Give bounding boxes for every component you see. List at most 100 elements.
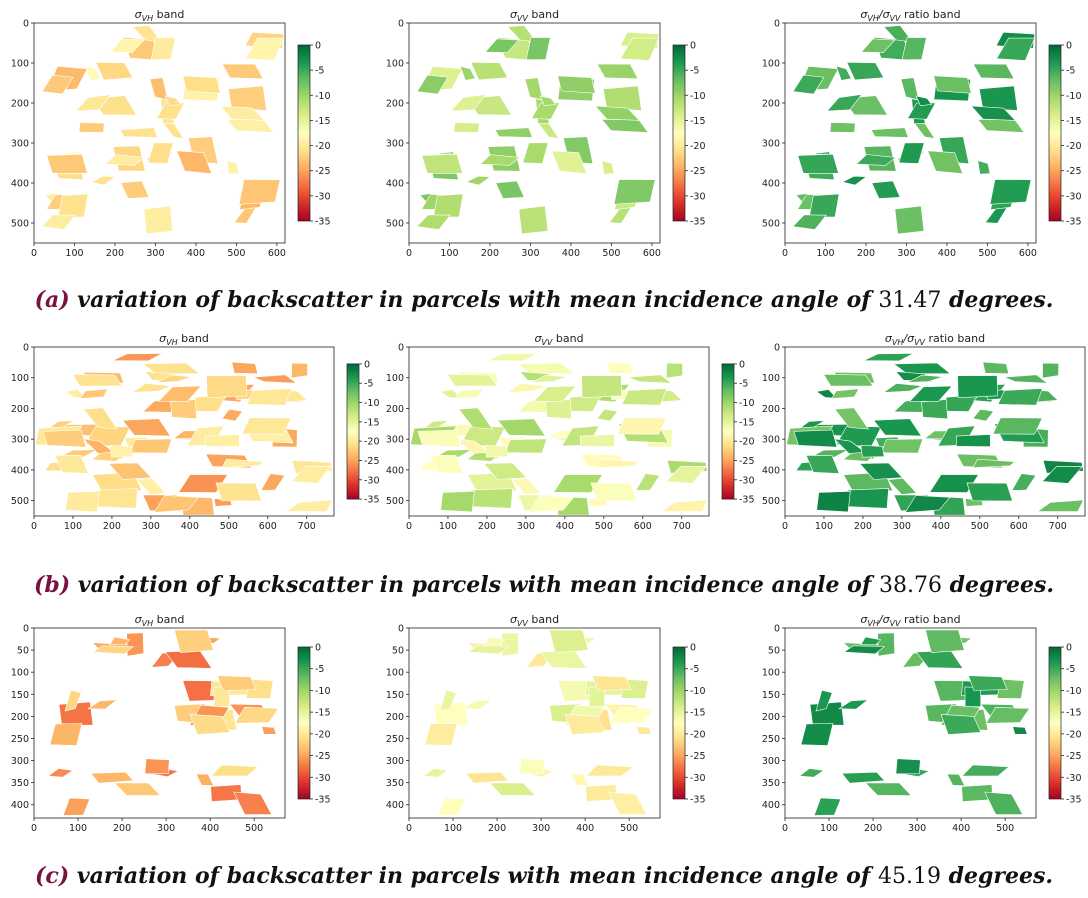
- parcel: [84, 65, 101, 81]
- parcel: [616, 417, 667, 435]
- parcel: [972, 408, 995, 422]
- parcel: [424, 723, 458, 746]
- axes-frame: [784, 627, 1037, 819]
- title-sigma: σ: [860, 613, 868, 626]
- parcel: [470, 61, 509, 81]
- title-sigma: σ: [135, 613, 143, 626]
- caption-text-end: degrees.: [941, 572, 1054, 598]
- y-tick-label: 0: [23, 343, 29, 354]
- panel-0-0: σVH band 0 100 200 300 400 500 600 0 100 200 300 400…: [11, 8, 331, 259]
- x-tick-label: 400: [952, 823, 970, 834]
- parcel: [136, 477, 167, 495]
- y-tick-label: 300: [762, 139, 780, 150]
- x-tick-label: 500: [978, 248, 996, 259]
- panel-title: σVV band: [510, 8, 559, 23]
- colorbar-tick-label: -10: [315, 686, 331, 697]
- x-tick-label: 400: [562, 248, 580, 259]
- title-sigma: σ: [860, 8, 868, 21]
- colorbar-tick-label: -35: [364, 495, 380, 506]
- parcel: [291, 362, 308, 379]
- parcel: [417, 429, 462, 448]
- parcel: [285, 499, 334, 512]
- parcel: [564, 714, 606, 735]
- parcel: [995, 37, 1036, 61]
- parcel: [901, 37, 927, 60]
- parcel: [894, 205, 925, 235]
- colorbar-tick-label: -15: [315, 708, 331, 719]
- title-subscript: VH: [142, 619, 154, 628]
- parcel: [261, 726, 277, 735]
- parcel: [260, 473, 286, 491]
- y-tick-label: 100: [11, 373, 29, 384]
- colorbar-tick-label: -10: [690, 686, 706, 697]
- parcel: [970, 105, 1017, 121]
- parcel: [483, 462, 528, 480]
- parcel: [1036, 499, 1085, 512]
- parcel: [882, 383, 923, 393]
- parcel: [204, 434, 240, 448]
- panel-2-2: σVH/σVV ratio band 0 100 200 300 400 500 0 50 100…: [762, 613, 1082, 834]
- parcel: [915, 95, 933, 107]
- y-tick-label: 100: [762, 668, 780, 679]
- y-tick-label: 350: [762, 778, 780, 789]
- parcel: [90, 175, 117, 186]
- parcel: [1041, 465, 1084, 484]
- caption-angle: 31.47: [878, 288, 942, 313]
- y-tick-label: 400: [11, 465, 29, 476]
- parcel: [522, 142, 549, 164]
- axes-frame: [408, 22, 661, 244]
- parcel: [54, 454, 89, 474]
- parcel: [815, 689, 833, 712]
- parcel: [843, 645, 886, 655]
- parcel: [880, 438, 924, 454]
- parcel: [446, 373, 498, 387]
- colorbar: [672, 44, 686, 222]
- y-tick-label: 300: [386, 139, 404, 150]
- x-tick-label: 100: [816, 248, 834, 259]
- y-tick-label: 400: [762, 800, 780, 811]
- parcel: [241, 417, 292, 435]
- colorbar-tick-label: -15: [1066, 116, 1082, 127]
- axes-frame: [784, 346, 1086, 517]
- parcel: [470, 488, 513, 509]
- colorbar-tick-label: 0: [364, 359, 370, 370]
- panel-title: σVH band: [159, 332, 209, 347]
- parcel: [95, 61, 134, 81]
- parcel: [164, 95, 182, 107]
- parcel: [467, 645, 510, 655]
- parcel: [164, 650, 213, 669]
- title-rest: ratio band: [925, 332, 985, 345]
- y-tick-label: 200: [762, 99, 780, 110]
- y-tick-label: 100: [386, 59, 404, 70]
- x-tick-label: 100: [440, 248, 458, 259]
- parcel: [238, 179, 281, 205]
- title-subscript: VV: [517, 14, 528, 23]
- parcel: [841, 175, 868, 186]
- y-tick-label: 250: [762, 734, 780, 745]
- parcel: [666, 362, 683, 379]
- parcel: [997, 388, 1043, 406]
- parcel: [488, 782, 537, 796]
- parcel: [985, 706, 1031, 724]
- parcel: [873, 418, 922, 437]
- colorbar-tick-label: -25: [739, 456, 755, 467]
- parcel: [131, 383, 172, 393]
- colorbar-tick-label: -25: [690, 751, 706, 762]
- colorbar-tick-label: -5: [739, 379, 748, 390]
- parcel: [539, 95, 557, 107]
- parcel: [504, 438, 548, 454]
- colorbar-tick-label: -30: [739, 475, 755, 486]
- parcel: [834, 407, 870, 430]
- colorbar-tick-label: 0: [690, 643, 696, 654]
- parcel: [613, 179, 656, 205]
- y-tick-label: 300: [11, 139, 29, 150]
- y-tick-label: 100: [386, 373, 404, 384]
- parcel: [47, 768, 74, 778]
- parcel: [590, 482, 637, 502]
- parcel: [231, 361, 259, 375]
- colorbar-tick-label: -30: [364, 475, 380, 486]
- parcel: [226, 160, 240, 175]
- parcel: [465, 175, 492, 186]
- title-sigma: σ: [510, 8, 518, 21]
- x-tick-label: 200: [481, 248, 499, 259]
